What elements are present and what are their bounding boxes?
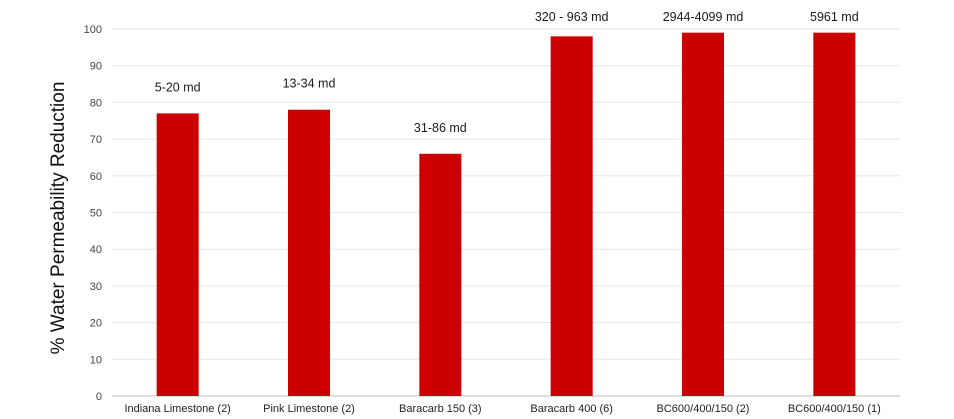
y-tick-label: 50 <box>90 208 102 220</box>
bar <box>682 32 724 397</box>
bars <box>156 32 856 397</box>
bar-annotation: 13-34 md <box>283 77 336 91</box>
y-tick-label: 20 <box>90 318 102 330</box>
y-axis-title: % Water Permeability Reduction <box>48 82 69 355</box>
bar-annotation: 31-86 md <box>414 121 467 135</box>
x-tick-label: Pink Limestone (2) <box>263 403 355 415</box>
bar <box>550 36 593 397</box>
bar-annotation: 320 - 963 md <box>535 10 609 24</box>
bar-annotation: 2944-4099 md <box>663 10 744 24</box>
y-tick-label: 30 <box>90 281 102 293</box>
bar-annotations: 5-20 md 13-34 md 31-86 md 320 - 963 md 2944-… <box>155 10 859 135</box>
y-tick-label: 100 <box>84 24 102 36</box>
x-tick-label: Baracarb 400 (6) <box>530 403 613 415</box>
x-tick-label: Baracarb 150 (3) <box>399 403 482 415</box>
y-axis-ticks: 0 10 20 30 40 50 60 70 80 90 100 <box>84 24 102 403</box>
y-tick-label: 10 <box>90 354 102 366</box>
y-tick-label: 40 <box>90 244 102 256</box>
x-axis-categories: Indiana Limestone (2) Pink Limestone (2) B… <box>124 403 880 415</box>
x-tick-label: BC600/400/150 (2) <box>657 403 750 415</box>
bar <box>813 32 856 397</box>
x-tick-label: BC600/400/150 (1) <box>788 403 881 415</box>
x-tick-label: Indiana Limestone (2) <box>124 403 230 415</box>
bar <box>419 153 462 396</box>
y-tick-label: 70 <box>90 134 102 146</box>
gridlines <box>112 28 900 397</box>
bar-annotation: 5961 md <box>810 10 859 24</box>
bar-annotation: 5-20 md <box>155 80 201 94</box>
bar <box>288 109 330 397</box>
y-tick-label: 60 <box>90 171 102 183</box>
y-tick-label: 0 <box>96 391 102 403</box>
y-tick-label: 90 <box>90 61 102 73</box>
y-tick-label: 80 <box>90 97 102 109</box>
bar <box>156 113 199 396</box>
